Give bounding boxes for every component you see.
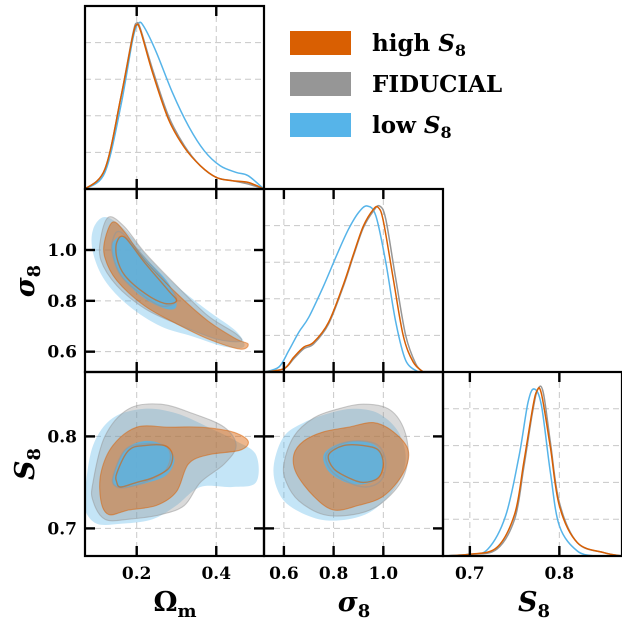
contour-inner-high-s8 [327, 444, 385, 484]
panel-frames [83, 4, 622, 558]
contour-inner-low-s8 [323, 440, 384, 485]
y-tick-label: 0.7 [47, 519, 77, 539]
x-axis-label-sigma-8: σ8 [338, 587, 370, 618]
x-tick-label: 1.0 [369, 564, 399, 584]
contour-inner-high-s8 [115, 235, 178, 305]
tick-labels: 0.2 0.4 0.6 0.8 1.0 0.7 0.8 0.6 0.8 1.0 0.7 0.8 [47, 241, 574, 584]
marginal-panel-S8 [443, 385, 622, 556]
contour-inner-fiducial [111, 442, 172, 489]
marginal-line-high-s8 [443, 387, 622, 556]
marginal-line-low-s8 [85, 21, 264, 189]
contour-outline-fiducial [282, 403, 409, 517]
marginal-line-low-s8 [264, 205, 419, 372]
y-tick-label: 0.6 [47, 343, 77, 363]
contour-inner-fiducial [325, 440, 387, 488]
x-tick-label: 0.4 [201, 564, 231, 584]
marginal-panel-s8 [264, 204, 424, 372]
legend-label: low S8 [372, 112, 452, 142]
y-tick-label: 0.8 [47, 427, 77, 447]
contours [85, 216, 410, 526]
marginal-line-high-s8 [264, 205, 424, 372]
marginal-line-fiducial [264, 204, 424, 372]
panel-frame [262, 187, 445, 374]
contour-outline-fiducial [98, 216, 243, 343]
contour-panel-Om_s8 [91, 216, 249, 350]
marginal-panel-Om [85, 21, 264, 189]
y-axis-label-S8: S8 [10, 448, 45, 480]
x-tick-label: 0.6 [269, 564, 299, 584]
y-axis-label-sigma-8: σ8 [10, 265, 45, 297]
contour-outline-fiducial [90, 403, 237, 522]
x-tick-label: 0.7 [455, 564, 485, 584]
contour-outline-high-s8 [99, 425, 249, 516]
contour-inner-low-s8 [111, 236, 177, 310]
axis-labels: Ωm σ8 S8 σ8 S8 [10, 265, 550, 618]
marginal-line-low-s8 [443, 388, 596, 556]
x-tick-label: 0.2 [122, 564, 152, 584]
contour-panel-Om_S8 [85, 403, 259, 526]
x-tick-label: 0.8 [319, 564, 349, 584]
axis-ticks [85, 6, 561, 556]
legend-label: FIDUCIAL [372, 71, 502, 98]
contour-panel-s8_S8 [273, 403, 410, 521]
contour-outline-high-s8 [103, 221, 249, 350]
x-axis-label-S8: S8 [518, 587, 550, 618]
y-tick-label: 0.8 [47, 292, 77, 312]
legend: high S8 FIDUCIAL low S8 [290, 30, 502, 142]
y-tick-label: 1.0 [47, 241, 77, 261]
contour-inner-high-s8 [115, 444, 174, 488]
legend-swatch [290, 72, 351, 96]
marginals [85, 21, 622, 556]
x-tick-label: 0.8 [545, 564, 575, 584]
legend-swatch [290, 31, 351, 55]
marginal-line-high-s8 [85, 23, 264, 189]
legend-swatch [290, 113, 351, 137]
marginal-line-fiducial [85, 21, 264, 189]
legend-label: high S8 [372, 30, 466, 60]
contour-outline-high-s8 [292, 421, 410, 511]
panel-frame [441, 370, 622, 558]
x-axis-label-omega-m: Ωm [153, 587, 196, 618]
